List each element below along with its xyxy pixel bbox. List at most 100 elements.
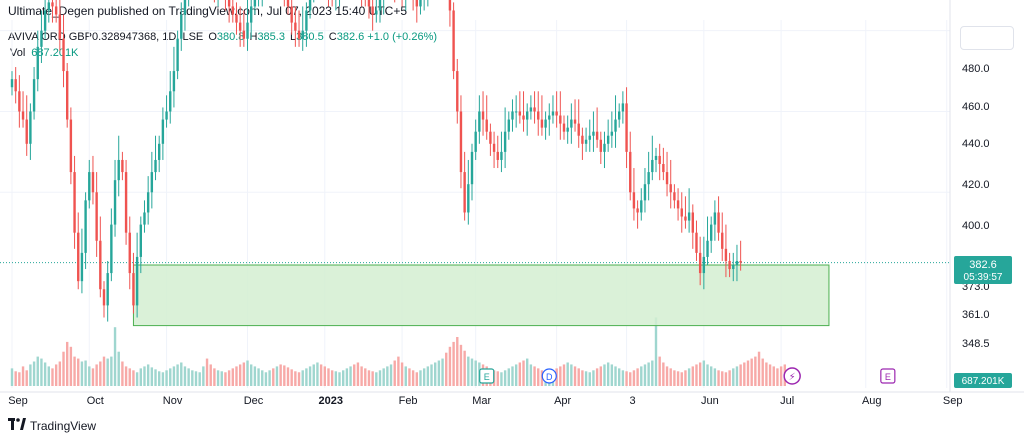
candle: [610, 111, 614, 148]
legend-open: 380.8: [216, 31, 245, 43]
volume-bar: [227, 370, 231, 386]
volume-bar: [279, 364, 282, 386]
candle: [618, 103, 621, 128]
candle-body: [51, 2, 54, 7]
candle: [95, 172, 98, 257]
volume-bar: [172, 366, 176, 386]
volume-bar: [577, 368, 580, 386]
candle: [77, 212, 80, 290]
candle-body: [584, 139, 588, 144]
volume-bar: [169, 368, 172, 386]
candle: [335, 0, 337, 11]
volume-bar: [238, 364, 242, 386]
volume-bar: [728, 370, 731, 386]
candle-body: [143, 212, 146, 225]
candle-body: [463, 172, 466, 213]
candle-body: [537, 111, 540, 120]
candle-body: [227, 0, 231, 7]
candle: [632, 168, 636, 221]
x-tick-label: Apr: [554, 395, 571, 407]
volume-bar: [695, 364, 698, 386]
candle-body: [658, 155, 661, 164]
candle-body: [419, 0, 422, 7]
volume-bar: [330, 370, 334, 386]
candle-body: [95, 192, 98, 241]
candle-body: [500, 151, 503, 160]
volume-bar: [294, 371, 297, 386]
candle-body: [305, 10, 308, 31]
candle-body: [676, 200, 680, 209]
candle: [695, 220, 698, 261]
volume-bar: [334, 371, 338, 386]
candle: [246, 0, 249, 51]
candle: [702, 236, 706, 290]
candle-body: [698, 252, 702, 274]
volume-bar: [419, 370, 422, 386]
volume-bar: [132, 370, 135, 386]
candle-body: [702, 256, 706, 274]
candle: [684, 196, 687, 229]
candle: [470, 143, 474, 201]
legend-symbol[interactable]: AVIVA ORD GBP0.328947368, 1D, LSE: [8, 31, 204, 43]
candle: [603, 131, 606, 169]
candle-body: [459, 111, 463, 173]
volume-bar: [353, 364, 356, 386]
candle: [261, 0, 263, 7]
candle-body: [452, 10, 455, 72]
volume-bar: [40, 358, 43, 386]
volume-bar: [452, 341, 455, 386]
volume-bar: [43, 362, 47, 386]
candle: [110, 208, 113, 282]
volume-bar: [301, 370, 304, 386]
candle-body: [183, 0, 187, 15]
volume-bar: [430, 364, 433, 386]
candle-body: [235, 14, 238, 23]
volume-bar: [165, 370, 168, 386]
candle: [481, 91, 485, 136]
volume-bar: [721, 371, 724, 386]
candle-body: [728, 260, 731, 270]
y-tick-label: 400.0: [962, 220, 990, 232]
candle: [625, 87, 628, 169]
candle-body: [643, 184, 647, 201]
candle: [286, 0, 290, 15]
candle-body: [614, 119, 617, 132]
volume-bar: [765, 362, 768, 386]
candle: [584, 127, 588, 152]
volume-bar: [717, 370, 720, 386]
candle-body: [154, 159, 157, 173]
candle: [599, 131, 602, 164]
candle: [146, 176, 150, 225]
candle-body: [10, 79, 14, 88]
volume-bar: [124, 366, 128, 386]
candle: [367, 0, 371, 19]
candle: [654, 147, 658, 173]
candle: [643, 168, 647, 213]
candle: [150, 151, 154, 209]
candle: [544, 111, 547, 140]
x-tick-label: Sep: [943, 395, 963, 407]
candle-body: [301, 30, 304, 39]
volume-badge-value: 687.201K: [962, 376, 1005, 387]
candle: [456, 58, 459, 124]
candle: [250, 0, 253, 39]
candle: [327, 0, 329, 7]
volume-bar: [47, 366, 50, 386]
candle-body: [231, 6, 234, 15]
volume-bar: [658, 356, 661, 386]
volume-bar: [621, 370, 625, 386]
candle: [640, 188, 643, 221]
candle-body: [673, 192, 676, 201]
legend-volume-label[interactable]: Vol: [10, 47, 26, 59]
candle-body: [124, 172, 128, 233]
top-right-panel[interactable]: [960, 26, 1014, 50]
volume-bar: [618, 368, 621, 386]
volume-bar: [757, 351, 761, 386]
candle: [54, 0, 58, 23]
volume-bar: [257, 368, 260, 386]
volume-bar: [21, 366, 25, 386]
volume-bar: [264, 372, 268, 386]
volume-bar: [99, 361, 102, 386]
y-tick-label: 460.0: [962, 101, 990, 113]
